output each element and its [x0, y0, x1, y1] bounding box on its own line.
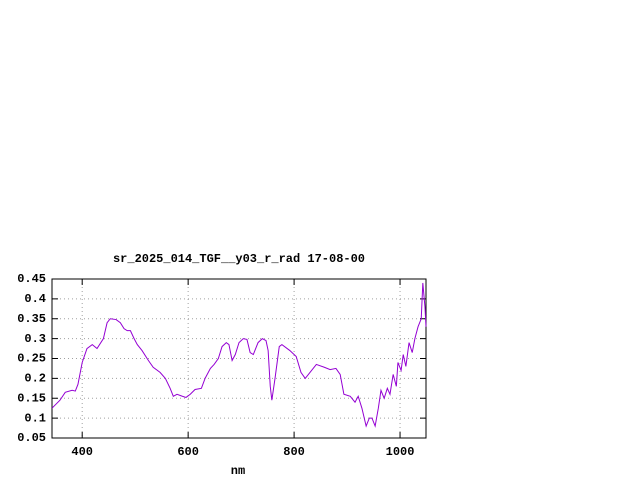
y-tick-label: 0.4: [24, 292, 46, 306]
y-tick-label: 0.3: [24, 332, 46, 346]
x-axis-label: nm: [231, 464, 245, 478]
y-tick-label: 0.45: [17, 272, 46, 286]
x-tick-label: 800: [283, 445, 305, 459]
plot-border: [51, 278, 427, 439]
x-tick-label: 600: [177, 445, 199, 459]
x-tick-label: 400: [71, 445, 93, 459]
x-tick-label: 1000: [386, 445, 415, 459]
y-tick-label: 0.1: [24, 411, 46, 425]
chart-title: sr_2025_014_TGF__y03_r_rad 17-08-00: [113, 252, 365, 266]
y-tick-label: 0.05: [17, 431, 46, 445]
data-line: [51, 282, 427, 428]
y-tick-label: 0.25: [17, 352, 46, 366]
y-tick-label: 0.35: [17, 312, 46, 326]
y-tick-label: 0.15: [17, 391, 46, 405]
y-tick-label: 0.2: [24, 372, 46, 386]
